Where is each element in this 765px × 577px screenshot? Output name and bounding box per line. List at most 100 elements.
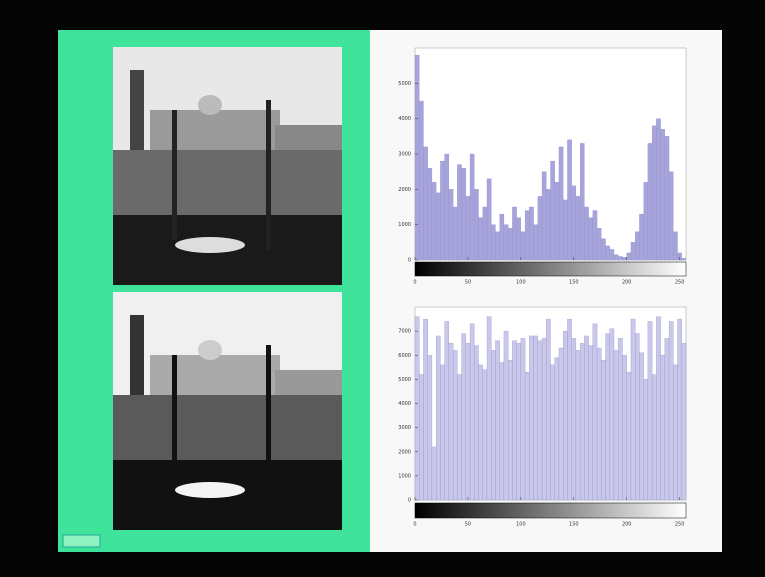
bar xyxy=(606,246,610,260)
bar xyxy=(474,346,478,500)
bar xyxy=(589,346,593,500)
y-tick-label: 4000 xyxy=(398,116,411,122)
y-tick-label: 1000 xyxy=(398,473,411,479)
bar xyxy=(665,338,669,500)
bar xyxy=(542,338,546,500)
bar xyxy=(453,207,457,260)
bar xyxy=(622,355,626,500)
y-tick-label: 3000 xyxy=(398,152,411,158)
screen: 0 1000 2000 3000 4000 5000 0 50 100 150 200 250 0 100… xyxy=(0,0,765,577)
bar xyxy=(572,186,576,260)
bar xyxy=(538,341,542,500)
bar xyxy=(491,350,495,500)
bar xyxy=(521,232,525,260)
bar xyxy=(487,317,491,500)
bar xyxy=(635,334,639,500)
nav-button[interactable] xyxy=(63,535,100,547)
bar xyxy=(614,255,618,260)
bar xyxy=(474,189,478,260)
bar xyxy=(580,143,584,260)
bar xyxy=(525,211,529,260)
bar xyxy=(542,172,546,260)
bar xyxy=(559,147,563,260)
bar xyxy=(517,343,521,500)
y-tick-label: 7000 xyxy=(398,329,411,335)
bar xyxy=(432,182,436,260)
bar xyxy=(483,370,487,500)
bar xyxy=(457,165,461,260)
bar xyxy=(415,317,419,500)
x-tick-label: 200 xyxy=(622,522,632,528)
bar xyxy=(606,334,610,500)
bar xyxy=(652,375,656,500)
bar xyxy=(572,338,576,500)
y-tick-label: 2000 xyxy=(398,187,411,193)
bar xyxy=(453,350,457,500)
x-tick-label: 250 xyxy=(675,280,685,286)
bar xyxy=(419,375,423,500)
bar xyxy=(661,355,665,500)
bar xyxy=(508,228,512,260)
bar xyxy=(669,172,673,260)
bar xyxy=(555,182,559,260)
bar xyxy=(584,336,588,500)
bar xyxy=(546,189,550,260)
x-tick-label: 0 xyxy=(413,522,416,528)
x-tick-label: 50 xyxy=(465,522,471,528)
x-tick-label: 100 xyxy=(516,522,526,528)
bar xyxy=(597,228,601,260)
bar xyxy=(462,334,466,500)
bar xyxy=(656,317,660,500)
colorbar xyxy=(415,503,686,518)
bar xyxy=(631,319,635,500)
bar xyxy=(576,196,580,260)
bar xyxy=(584,207,588,260)
bar xyxy=(682,343,686,500)
y-tick-label: 2000 xyxy=(398,449,411,455)
bar xyxy=(682,258,686,260)
bar xyxy=(563,200,567,260)
bar xyxy=(648,321,652,500)
y-tick-label: 1000 xyxy=(398,222,411,228)
bar xyxy=(428,168,432,260)
photo-equalized xyxy=(113,292,342,530)
bar xyxy=(601,360,605,500)
bar xyxy=(487,179,491,260)
bar xyxy=(567,319,571,500)
bar xyxy=(589,218,593,260)
bar xyxy=(652,126,656,260)
y-tick-label: 0 xyxy=(408,498,411,504)
bar xyxy=(466,196,470,260)
bar xyxy=(618,338,622,500)
y-tick-label: 5000 xyxy=(398,377,411,383)
bar xyxy=(436,336,440,500)
colorbar xyxy=(415,262,686,276)
x-tick-label: 200 xyxy=(622,280,632,286)
bar xyxy=(512,341,516,500)
bar xyxy=(622,257,626,260)
y-tick-label: 0 xyxy=(408,258,411,264)
bar xyxy=(627,253,631,260)
bar xyxy=(423,147,427,260)
slide: 0 1000 2000 3000 4000 5000 0 50 100 150 200 250 0 100… xyxy=(0,0,765,577)
bar xyxy=(500,214,504,260)
bar xyxy=(440,365,444,500)
bar xyxy=(457,375,461,500)
bar xyxy=(601,239,605,260)
y-tick-label: 5000 xyxy=(398,81,411,87)
bar xyxy=(673,365,677,500)
x-tick-label: 150 xyxy=(569,522,579,528)
bar xyxy=(551,365,555,500)
x-tick-label: 50 xyxy=(465,280,471,286)
y-tick-label: 3000 xyxy=(398,425,411,431)
bar xyxy=(449,189,453,260)
bar xyxy=(559,348,563,500)
bar xyxy=(423,319,427,500)
bar xyxy=(479,365,483,500)
bar xyxy=(648,143,652,260)
bar xyxy=(627,372,631,500)
bar xyxy=(635,232,639,260)
bar xyxy=(436,193,440,260)
bar xyxy=(593,324,597,500)
bar xyxy=(593,211,597,260)
